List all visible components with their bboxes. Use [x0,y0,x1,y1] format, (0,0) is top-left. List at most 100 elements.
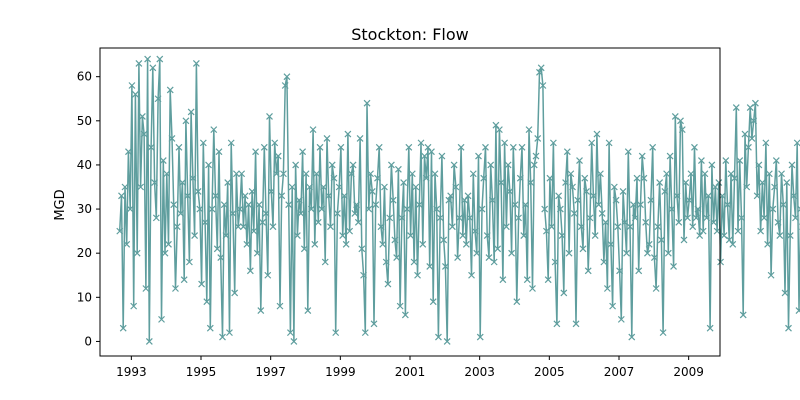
data-point-marker [717,258,725,266]
data-point-marker [664,249,672,257]
data-point-marker [492,121,500,129]
data-point-marker [539,82,547,89]
data-point-marker [273,170,280,178]
data-point-marker [286,329,294,337]
data-point-marker [149,64,157,72]
data-point-marker [280,170,287,178]
data-point-marker [278,192,286,200]
data-point-marker [246,267,254,275]
data-point-marker [368,187,376,195]
data-point-marker [445,196,453,204]
data-point-marker [248,187,256,195]
data-point-marker [152,214,160,222]
data-point-marker [417,139,425,147]
data-point-marker [684,214,691,222]
data-point-marker [577,223,585,231]
data-point-marker [185,258,193,266]
data-point-marker [335,183,343,191]
data-point-marker [306,183,313,191]
data-point-marker [753,192,761,200]
data-point-marker [163,170,171,178]
data-point-marker [438,152,446,160]
data-point-marker [356,135,364,142]
data-point-marker [386,214,394,222]
data-point-marker [509,143,517,151]
data-point-marker [300,245,308,253]
data-point-marker [525,126,533,134]
data-point-marker [527,179,535,187]
data-point-marker [584,267,592,275]
data-point-marker [262,210,270,217]
data-point-marker [266,112,273,120]
data-point-marker [699,227,707,235]
data-point-marker [422,174,430,182]
data-point-marker [703,214,711,222]
data-point-marker [144,55,152,63]
data-point-marker [657,236,665,244]
data-point-marker [224,179,232,187]
data-point-marker [757,227,765,235]
y-tick-label: 20 [77,246,92,260]
data-point-marker [476,333,484,341]
data-point-marker [673,192,681,200]
data-point-marker [274,152,282,160]
data-point-marker [711,183,719,191]
x-tick-label: 2007 [604,365,635,379]
data-point-marker [710,218,718,226]
data-point-marker [447,192,455,200]
data-point-marker [797,205,800,213]
data-point-marker [382,258,390,266]
data-point-marker [637,201,644,209]
data-point-marker [654,223,662,231]
data-point-marker [779,201,787,209]
data-point-marker [191,232,199,239]
data-point-marker [786,232,794,239]
x-tick-label: 1999 [325,365,356,379]
data-point-marker [572,320,580,328]
data-point-marker [631,214,639,222]
data-point-marker [570,210,578,217]
chart-title: Stockton: Flow [351,25,468,44]
y-tick-label: 30 [77,202,92,216]
data-point-marker [663,170,671,178]
data-point-marker [548,223,556,231]
data-point-marker [724,201,731,209]
data-point-marker [771,183,778,191]
data-point-marker [781,289,789,297]
data-point-marker [522,201,529,209]
data-point-marker [515,214,522,222]
data-point-marker [255,201,263,209]
data-point-marker [549,139,557,147]
data-point-marker [123,240,131,248]
data-point-marker [252,148,260,156]
data-point-marker [196,205,204,213]
data-point-marker [415,201,423,209]
data-point-marker [177,210,185,217]
data-point-marker [238,170,246,178]
data-point-marker [321,258,329,266]
data-point-marker [435,333,442,341]
data-point-marker [616,267,623,275]
data-point-marker [725,236,733,244]
data-point-marker [443,338,451,345]
x-axis: 1993 1995 1997 1999 2001 2003 2005 2007 2009 [116,356,704,379]
data-point-marker [398,214,406,222]
data-point-marker [405,143,413,151]
data-point-marker [334,210,341,217]
data-point-marker [502,223,510,231]
data-point-marker [666,152,674,160]
data-point-marker [617,315,625,323]
series-line [118,58,800,343]
data-point-marker [372,201,380,209]
data-point-marker [360,271,367,279]
data-point-marker [739,311,747,319]
data-point-marker [271,139,279,147]
data-point-marker [128,82,136,89]
data-point-marker [269,223,277,231]
x-tick-label: 2003 [464,365,495,379]
data-point-marker [358,245,366,253]
data-point-marker [353,201,361,209]
data-point-marker [332,329,340,337]
data-point-marker [682,179,690,187]
plot-frame [99,47,721,357]
